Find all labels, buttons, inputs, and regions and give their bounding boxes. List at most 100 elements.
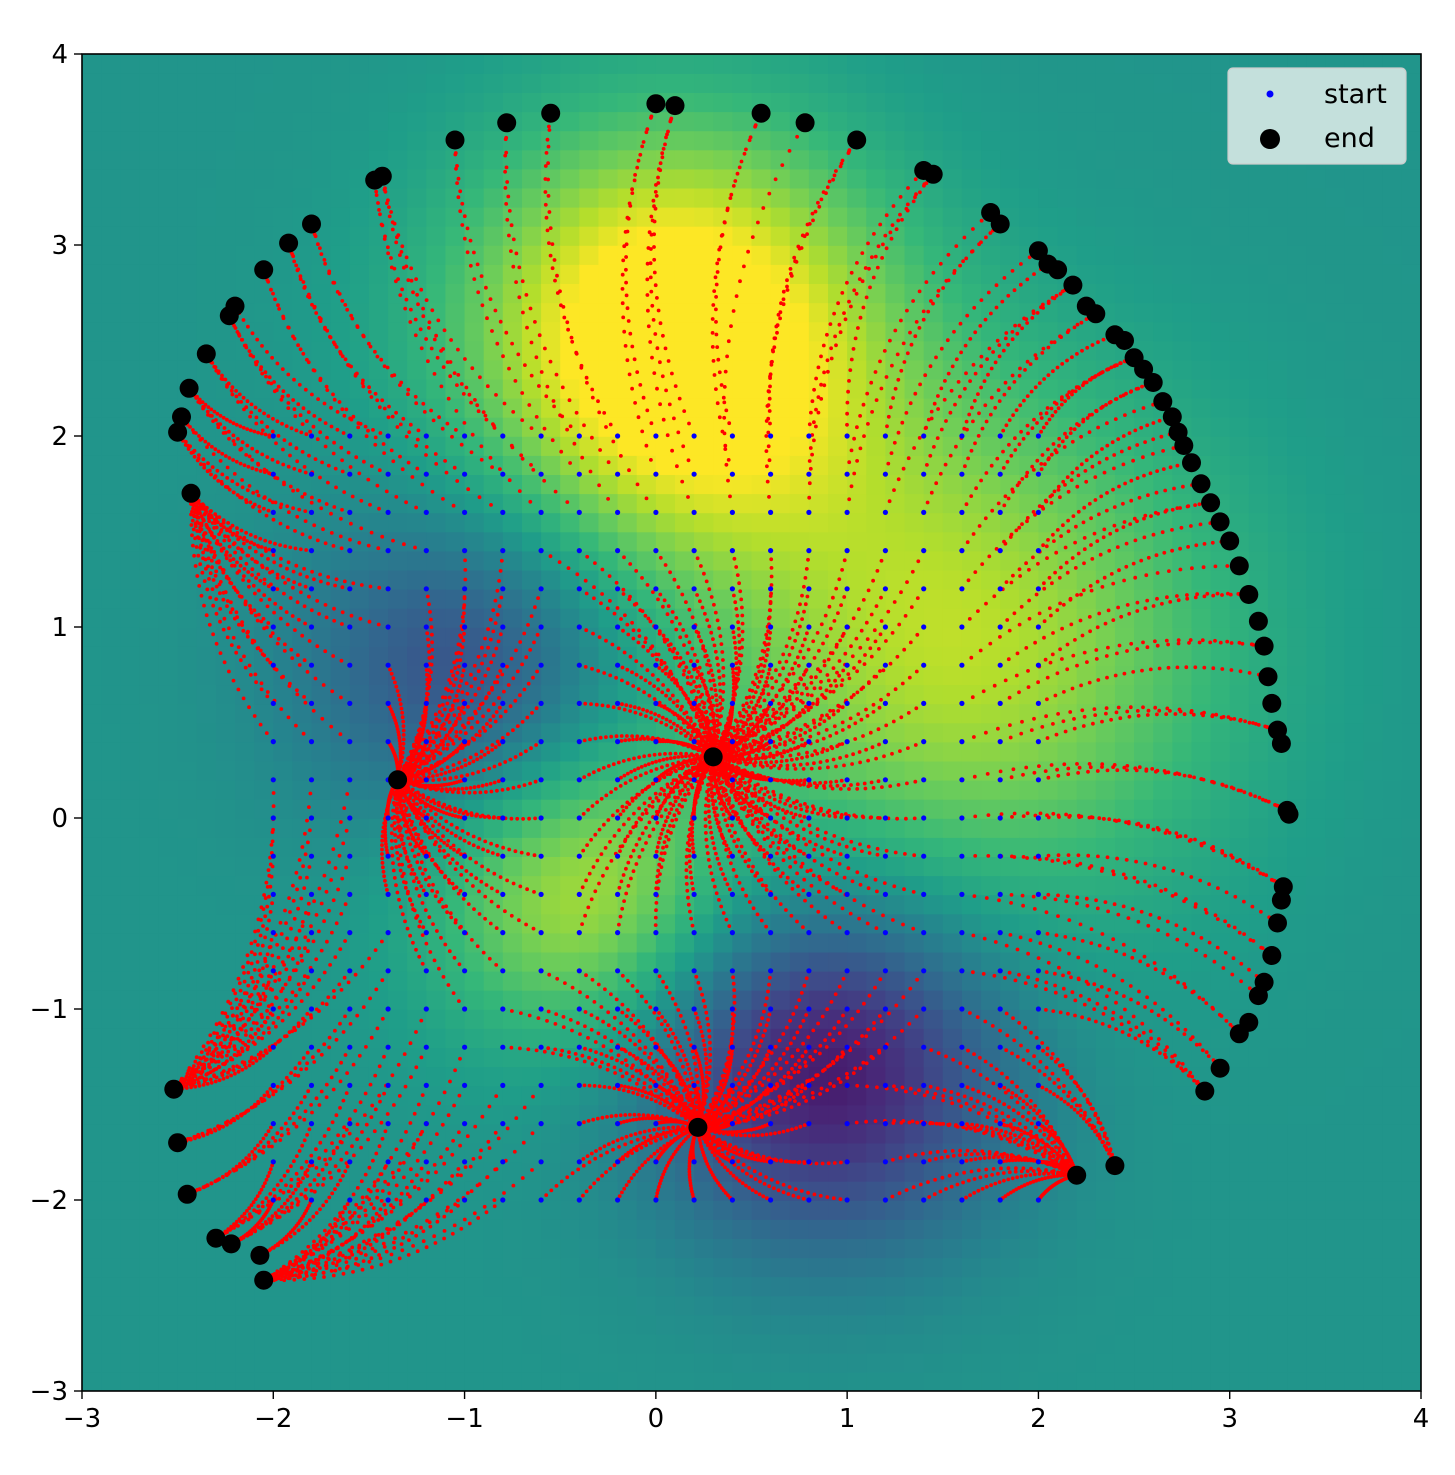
heatmap-cell — [1019, 875, 1039, 895]
heatmap-cell — [771, 1181, 791, 1201]
heatmap-cell — [1019, 207, 1039, 227]
heatmap-cell — [1058, 207, 1078, 227]
heatmap-cell — [1287, 646, 1307, 666]
heatmap-cell — [1038, 627, 1058, 647]
heatmap-cell — [197, 169, 217, 189]
heatmap-cell — [503, 283, 523, 303]
heatmap-cell — [809, 1296, 829, 1316]
heatmap-cell — [235, 169, 255, 189]
heatmap-cell — [1306, 1143, 1326, 1163]
heatmap-cell — [560, 283, 580, 303]
heatmap-cell — [484, 341, 504, 361]
heatmap-cell — [1383, 245, 1403, 265]
heatmap-cell — [1172, 723, 1192, 743]
heatmap-cell — [618, 73, 638, 93]
heatmap-cell — [120, 398, 140, 418]
heatmap-cell — [1306, 703, 1326, 723]
heatmap-cell — [465, 1276, 485, 1296]
heatmap-cell — [350, 1315, 370, 1335]
heatmap-cell — [828, 188, 848, 208]
heatmap-cell — [541, 1124, 561, 1144]
heatmap-cell — [1153, 837, 1173, 857]
heatmap-cell — [560, 532, 580, 552]
heatmap-cell — [1019, 455, 1039, 475]
heatmap-cell — [1306, 1124, 1326, 1144]
heatmap-cell — [235, 207, 255, 227]
heatmap-cell — [159, 474, 179, 494]
heatmap-cell — [1134, 818, 1154, 838]
heatmap-cell — [1364, 665, 1384, 685]
heatmap-cell — [426, 169, 446, 189]
heatmap-cell — [1115, 933, 1135, 953]
heatmap-cell — [1325, 169, 1345, 189]
heatmap-cell — [866, 207, 886, 227]
heatmap-cell — [120, 532, 140, 552]
heatmap-cell — [1364, 532, 1384, 552]
heatmap-cell — [1153, 1009, 1173, 1029]
heatmap-cell — [292, 92, 312, 112]
heatmap-cell — [312, 341, 332, 361]
heatmap-cell — [1287, 589, 1307, 609]
heatmap-cell — [732, 1276, 752, 1296]
heatmap-cell — [713, 130, 733, 150]
heatmap-cell — [1306, 245, 1326, 265]
heatmap-cell — [1191, 1372, 1211, 1392]
heatmap-cell — [1344, 245, 1364, 265]
heatmap-cell — [924, 837, 944, 857]
heatmap-cell — [713, 933, 733, 953]
heatmap-cell — [1153, 130, 1173, 150]
heatmap-cell — [1019, 150, 1039, 170]
heatmap-cell — [560, 933, 580, 953]
heatmap-cell — [312, 990, 332, 1010]
heatmap-cell — [1325, 1009, 1345, 1029]
heatmap-cell — [1038, 73, 1058, 93]
heatmap-cell — [465, 321, 485, 341]
heatmap-cell — [1402, 512, 1422, 532]
heatmap-cell — [120, 971, 140, 991]
heatmap-cell — [503, 933, 523, 953]
heatmap-cell — [1172, 875, 1192, 895]
heatmap-cell — [139, 627, 159, 647]
heatmap-cell — [560, 665, 580, 685]
heatmap-cell — [178, 780, 198, 800]
heatmap-cell — [885, 1276, 905, 1296]
heatmap-cell — [809, 264, 829, 284]
heatmap-cell — [1000, 188, 1020, 208]
heatmap-cell — [1344, 971, 1364, 991]
heatmap-cell — [197, 608, 217, 628]
heatmap-cell — [1402, 1315, 1422, 1335]
heatmap-cell — [292, 1353, 312, 1373]
heatmap-cell — [1268, 1334, 1288, 1354]
heatmap-cell — [1019, 570, 1039, 590]
heatmap-cell — [1249, 226, 1269, 246]
heatmap-cell — [885, 780, 905, 800]
heatmap-cell — [369, 73, 389, 93]
heatmap-cell — [752, 188, 772, 208]
heatmap-cell — [1364, 894, 1384, 914]
heatmap-cell — [1325, 665, 1345, 685]
heatmap-cell — [503, 1315, 523, 1335]
heatmap-cell — [484, 1143, 504, 1163]
heatmap-cell — [637, 207, 657, 227]
heatmap-cell — [1344, 1066, 1364, 1086]
heatmap-cell — [885, 1257, 905, 1277]
heatmap-cell — [407, 188, 427, 208]
heatmap-cell — [1115, 1296, 1135, 1316]
heatmap-cell — [465, 1028, 485, 1048]
heatmap-cell — [1077, 207, 1097, 227]
heatmap-cell — [407, 646, 427, 666]
heatmap-cell — [981, 54, 1001, 74]
heatmap-cell — [809, 1276, 829, 1296]
heatmap-cell — [598, 1028, 618, 1048]
heatmap-cell — [1134, 723, 1154, 743]
heatmap-cell — [120, 264, 140, 284]
heatmap-cell — [1058, 856, 1078, 876]
heatmap-cell — [101, 608, 121, 628]
heatmap-cell — [847, 1181, 867, 1201]
heatmap-cell — [331, 799, 351, 819]
heatmap-cell — [503, 1162, 523, 1182]
heatmap-cell — [159, 971, 179, 991]
heatmap-cell — [350, 1066, 370, 1086]
heatmap-cell — [809, 493, 829, 513]
heatmap-cell — [637, 73, 657, 93]
